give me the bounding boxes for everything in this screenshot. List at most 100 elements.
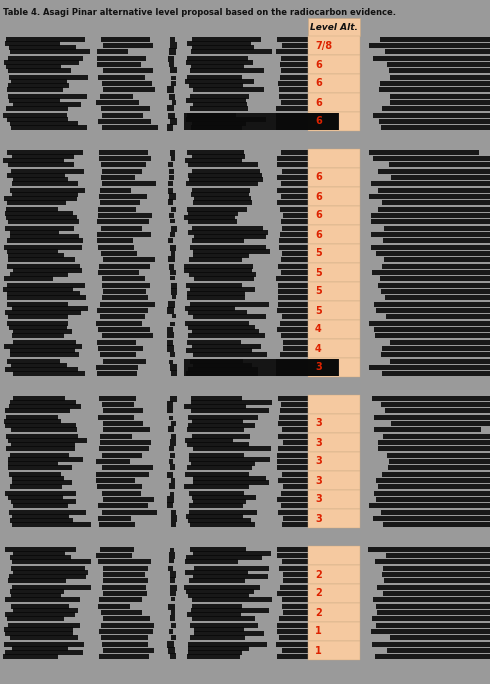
Bar xyxy=(189,257,242,263)
Bar xyxy=(188,650,243,655)
Bar xyxy=(13,329,72,334)
Bar xyxy=(374,415,490,421)
Bar xyxy=(188,518,251,523)
Bar xyxy=(280,586,335,590)
Bar xyxy=(281,332,313,338)
Bar xyxy=(194,276,254,281)
Bar xyxy=(102,586,146,590)
Bar xyxy=(376,308,490,313)
Bar xyxy=(192,125,242,131)
Bar xyxy=(188,220,238,224)
Text: 5: 5 xyxy=(315,267,322,278)
Bar xyxy=(171,510,176,516)
Bar xyxy=(170,352,175,357)
Bar xyxy=(13,551,65,556)
Bar xyxy=(102,453,142,458)
Bar xyxy=(96,473,148,477)
Bar xyxy=(191,461,255,466)
Bar xyxy=(186,60,253,65)
Bar xyxy=(10,352,78,357)
Bar xyxy=(102,491,141,497)
Bar xyxy=(13,102,81,107)
Bar xyxy=(282,596,331,602)
Bar xyxy=(13,395,65,401)
Bar xyxy=(186,514,244,519)
Bar xyxy=(5,367,78,372)
Bar xyxy=(103,578,148,583)
Bar xyxy=(169,460,173,464)
Bar xyxy=(102,124,158,130)
Bar xyxy=(169,113,174,119)
Bar xyxy=(191,608,269,613)
Bar xyxy=(189,579,245,583)
Bar xyxy=(10,453,70,458)
Bar xyxy=(308,565,360,584)
Bar xyxy=(368,547,490,553)
Bar xyxy=(98,559,151,564)
Bar xyxy=(100,302,155,307)
Bar xyxy=(281,68,321,73)
Bar xyxy=(97,553,132,558)
Bar xyxy=(187,612,241,617)
Bar xyxy=(170,548,174,552)
Bar xyxy=(99,440,151,445)
Bar xyxy=(5,490,76,496)
Bar xyxy=(382,371,490,376)
Bar xyxy=(189,510,257,514)
Bar xyxy=(381,352,490,356)
Bar xyxy=(10,484,62,489)
Bar xyxy=(283,572,321,577)
Bar xyxy=(8,495,63,500)
Bar xyxy=(8,55,83,61)
Bar xyxy=(13,608,77,613)
Bar xyxy=(184,215,235,220)
Bar xyxy=(3,287,74,292)
Bar xyxy=(169,264,174,269)
Bar xyxy=(185,570,248,575)
Bar xyxy=(191,94,249,98)
Bar xyxy=(97,365,138,370)
Bar xyxy=(185,306,235,311)
Bar xyxy=(11,603,69,609)
Bar xyxy=(187,295,245,300)
Bar xyxy=(308,358,360,377)
Bar xyxy=(8,461,58,466)
Bar xyxy=(373,427,481,432)
Bar xyxy=(193,315,267,319)
Bar xyxy=(168,56,173,62)
Bar xyxy=(371,629,490,634)
Bar xyxy=(184,268,252,273)
Text: 6: 6 xyxy=(315,79,322,88)
Bar xyxy=(103,591,147,596)
Bar xyxy=(10,635,78,640)
Bar xyxy=(101,38,150,42)
Bar xyxy=(308,55,360,74)
Bar xyxy=(187,655,241,659)
Bar xyxy=(184,113,339,130)
Bar xyxy=(10,49,90,54)
Bar xyxy=(12,646,68,651)
Bar xyxy=(98,194,147,199)
Bar xyxy=(170,150,175,155)
Bar xyxy=(169,416,173,420)
Bar xyxy=(384,578,490,583)
Bar xyxy=(277,371,326,376)
Bar xyxy=(192,616,255,621)
Bar xyxy=(11,125,87,131)
Bar xyxy=(189,177,263,182)
Bar xyxy=(171,67,177,73)
Bar xyxy=(382,105,490,111)
Bar xyxy=(308,490,360,509)
Bar xyxy=(308,282,360,301)
Bar xyxy=(168,302,175,308)
Bar xyxy=(171,288,177,295)
Bar xyxy=(282,559,323,564)
Bar xyxy=(278,295,313,300)
Bar xyxy=(171,370,177,376)
Bar xyxy=(172,522,176,527)
Bar xyxy=(12,306,88,311)
Bar xyxy=(194,627,244,632)
Text: 5: 5 xyxy=(315,306,322,315)
Bar xyxy=(281,100,334,105)
Bar xyxy=(169,483,175,490)
